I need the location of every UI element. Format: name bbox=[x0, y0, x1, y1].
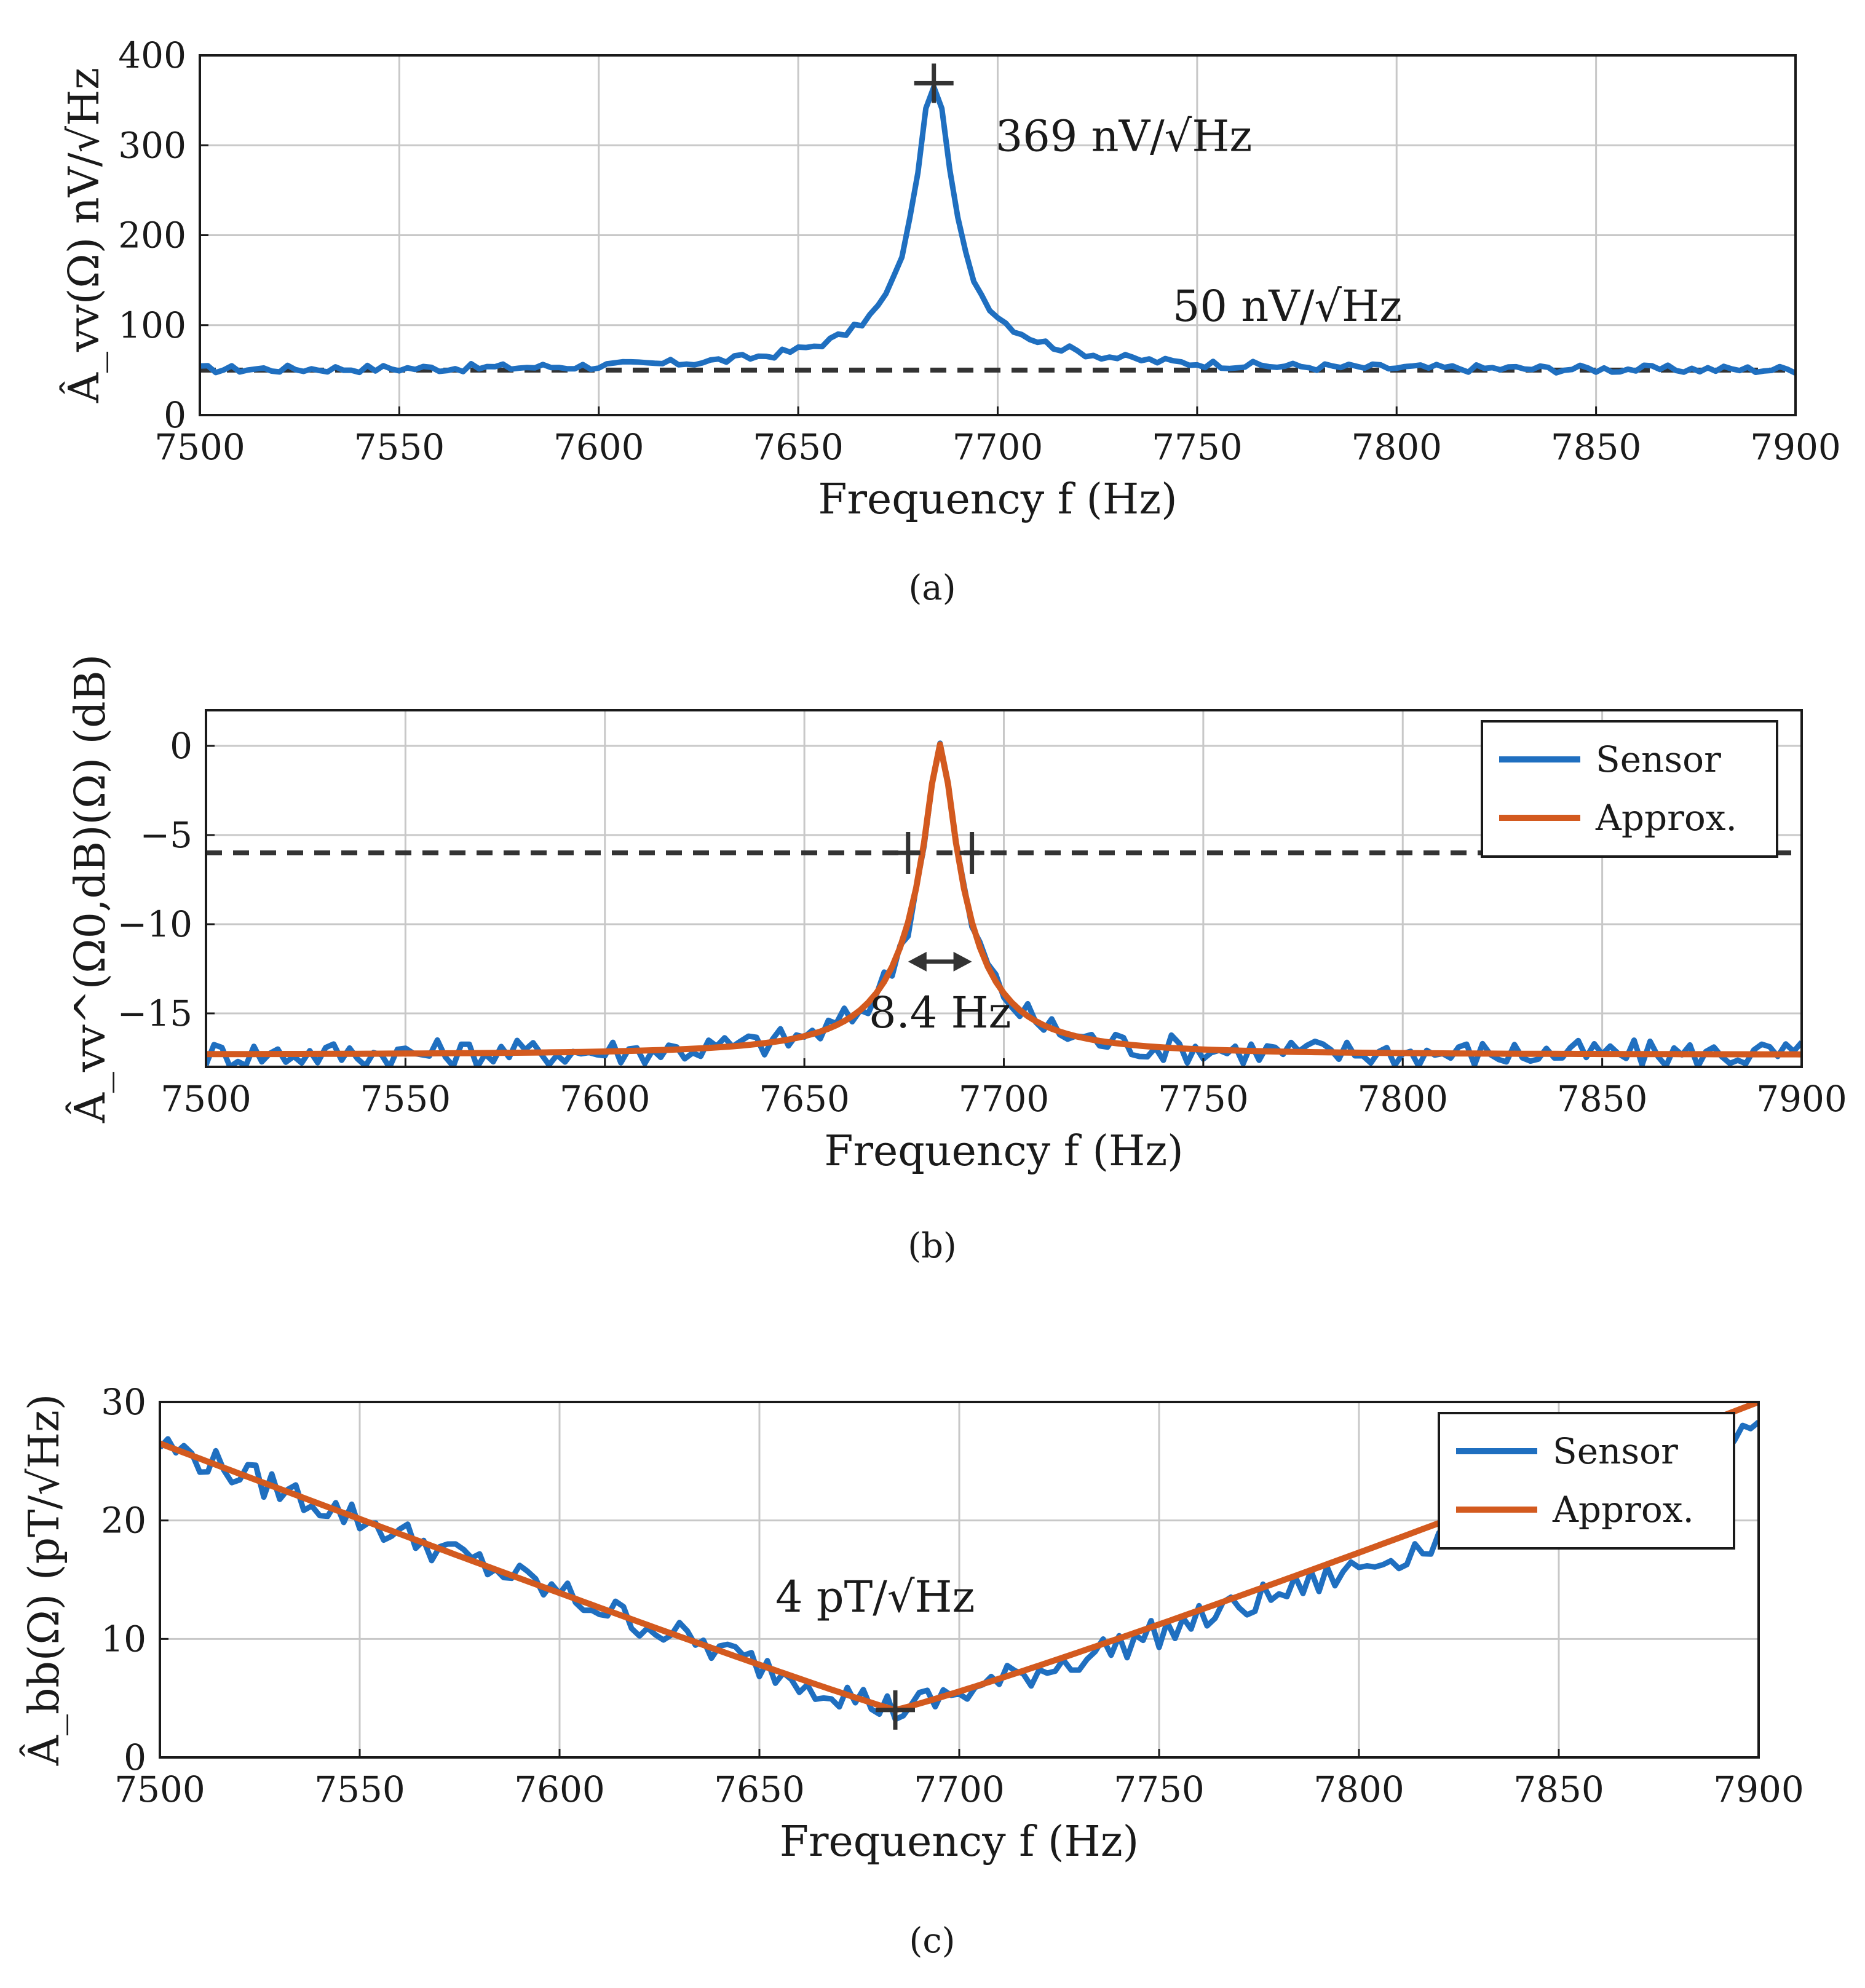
chart-c-x-label: Frequency f (Hz) bbox=[780, 1818, 1139, 1866]
x-tick-label: 7550 bbox=[360, 1078, 451, 1120]
x-tick-label: 7700 bbox=[959, 1078, 1050, 1120]
series-line-approx bbox=[206, 741, 1802, 1058]
x-tick-label: 7800 bbox=[1313, 1768, 1404, 1810]
y-tick-label: −10 bbox=[117, 903, 192, 945]
chart-a-x-label: Frequency f (Hz) bbox=[818, 475, 1177, 524]
x-tick-label: 7500 bbox=[160, 1078, 251, 1120]
x-tick-label: 7800 bbox=[1357, 1078, 1448, 1120]
series-line-sensor bbox=[200, 84, 1796, 376]
chart-b-legend: Sensor Approx. bbox=[1481, 720, 1778, 858]
legend-entry: Sensor bbox=[1596, 739, 1721, 780]
arrow-head-right bbox=[953, 951, 972, 972]
x-tick-label: 7900 bbox=[1750, 426, 1841, 468]
x-tick-label: 7800 bbox=[1351, 426, 1442, 468]
y-tick-label: −15 bbox=[117, 992, 192, 1034]
y-tick-label: −5 bbox=[140, 814, 193, 856]
arrow-head-left bbox=[908, 951, 927, 972]
x-tick-label: 7700 bbox=[952, 426, 1043, 468]
chart-a: 7500 7550 7600 7650 7700 7750 7800 7850 7900 0 10… bbox=[60, 34, 1841, 608]
chart-c-y-ticks: 0 10 20 30 bbox=[101, 1381, 168, 1778]
x-tick-label: 7900 bbox=[1756, 1078, 1847, 1120]
y-tick-label: 100 bbox=[118, 304, 186, 346]
chart-c: 7500 7550 7600 7650 7700 7750 7800 7850 7900 0 10… bbox=[20, 1381, 1804, 1961]
y-tick-label: 10 bbox=[101, 1618, 146, 1660]
chart-c-y-label: Â_bb(Ω) (pT/√Hz) bbox=[20, 1394, 69, 1767]
chart-a-annotations: 369 nV/√Hz 50 nV/√Hz bbox=[914, 63, 1402, 331]
y-tick-label: 0 bbox=[164, 394, 186, 436]
x-tick-label: 7850 bbox=[1557, 1078, 1648, 1120]
y-tick-label: 200 bbox=[118, 215, 186, 256]
annotation-label: 8.4 Hz bbox=[869, 988, 1012, 1038]
x-tick-label: 7750 bbox=[1114, 1768, 1205, 1810]
chart-a-y-ticks: 0 100 200 300 400 bbox=[118, 34, 208, 436]
legend-box bbox=[1438, 1412, 1735, 1550]
x-tick-label: 7700 bbox=[914, 1768, 1005, 1810]
chart-b-caption: (b) bbox=[908, 1226, 957, 1266]
x-tick-label: 7550 bbox=[314, 1768, 405, 1810]
x-tick-label: 7850 bbox=[1513, 1768, 1604, 1810]
chart-b-series bbox=[206, 740, 1802, 1067]
chart-b-y-label: Â_vv^(Ω0,dB)(Ω) (dB) bbox=[66, 654, 115, 1123]
chart-a-caption: (a) bbox=[908, 568, 956, 608]
y-tick-label: 300 bbox=[118, 124, 186, 166]
chart-c-x-ticks: 7500 7550 7600 7650 7700 7750 7800 7850 7900 bbox=[114, 1749, 1804, 1810]
x-tick-label: 7850 bbox=[1551, 426, 1642, 468]
chart-b-x-ticks: 7500 7550 7600 7650 7700 7750 7800 7850 7900 bbox=[160, 1058, 1847, 1120]
x-tick-label: 7750 bbox=[1152, 426, 1243, 468]
y-tick-label: 400 bbox=[118, 34, 186, 76]
x-tick-label: 7500 bbox=[154, 426, 245, 468]
y-tick-label: 30 bbox=[101, 1381, 146, 1423]
x-tick-label: 7750 bbox=[1158, 1078, 1249, 1120]
annotation-label: 4 pT/√Hz bbox=[775, 1572, 975, 1622]
x-tick-label: 7650 bbox=[759, 1078, 850, 1120]
chart-a-x-ticks: 7500 7550 7600 7650 7700 7750 7800 7850 7900 bbox=[154, 406, 1841, 468]
chart-b-y-ticks: 0 −5 −10 −15 bbox=[117, 725, 215, 1034]
x-tick-label: 7600 bbox=[560, 1078, 651, 1120]
x-tick-label: 7500 bbox=[114, 1768, 205, 1810]
annotation-label: 50 nV/√Hz bbox=[1173, 281, 1402, 331]
x-tick-label: 7600 bbox=[514, 1768, 605, 1810]
x-tick-label: 7550 bbox=[354, 426, 445, 468]
y-tick-label: 0 bbox=[124, 1737, 146, 1778]
chart-a-y-label: Â_vv(Ω) nV/√Hz bbox=[60, 68, 109, 403]
legend-entry: Approx. bbox=[1595, 797, 1737, 839]
chart-c-annotations: 4 pT/√Hz bbox=[775, 1572, 975, 1730]
legend-entry: Sensor bbox=[1553, 1430, 1678, 1472]
x-tick-label: 7650 bbox=[753, 426, 844, 468]
y-tick-label: 0 bbox=[170, 725, 192, 767]
y-tick-label: 20 bbox=[101, 1500, 146, 1542]
chart-b: 7500 7550 7600 7650 7700 7750 7800 7850 7900 0 −5… bbox=[66, 654, 1847, 1266]
chart-c-caption: (c) bbox=[909, 1921, 955, 1961]
legend-entry: Approx. bbox=[1552, 1489, 1694, 1531]
x-tick-label: 7600 bbox=[553, 426, 644, 468]
legend-box bbox=[1481, 720, 1778, 858]
chart-a-series bbox=[200, 84, 1796, 376]
chart-c-legend: Sensor Approx. bbox=[1438, 1412, 1735, 1550]
x-tick-label: 7650 bbox=[714, 1768, 805, 1810]
chart-b-x-label: Frequency f (Hz) bbox=[824, 1127, 1183, 1176]
chart-b-annotations: 8.4 Hz bbox=[869, 832, 1012, 1038]
x-tick-label: 7900 bbox=[1713, 1768, 1804, 1810]
annotation-label: 369 nV/√Hz bbox=[996, 111, 1253, 161]
